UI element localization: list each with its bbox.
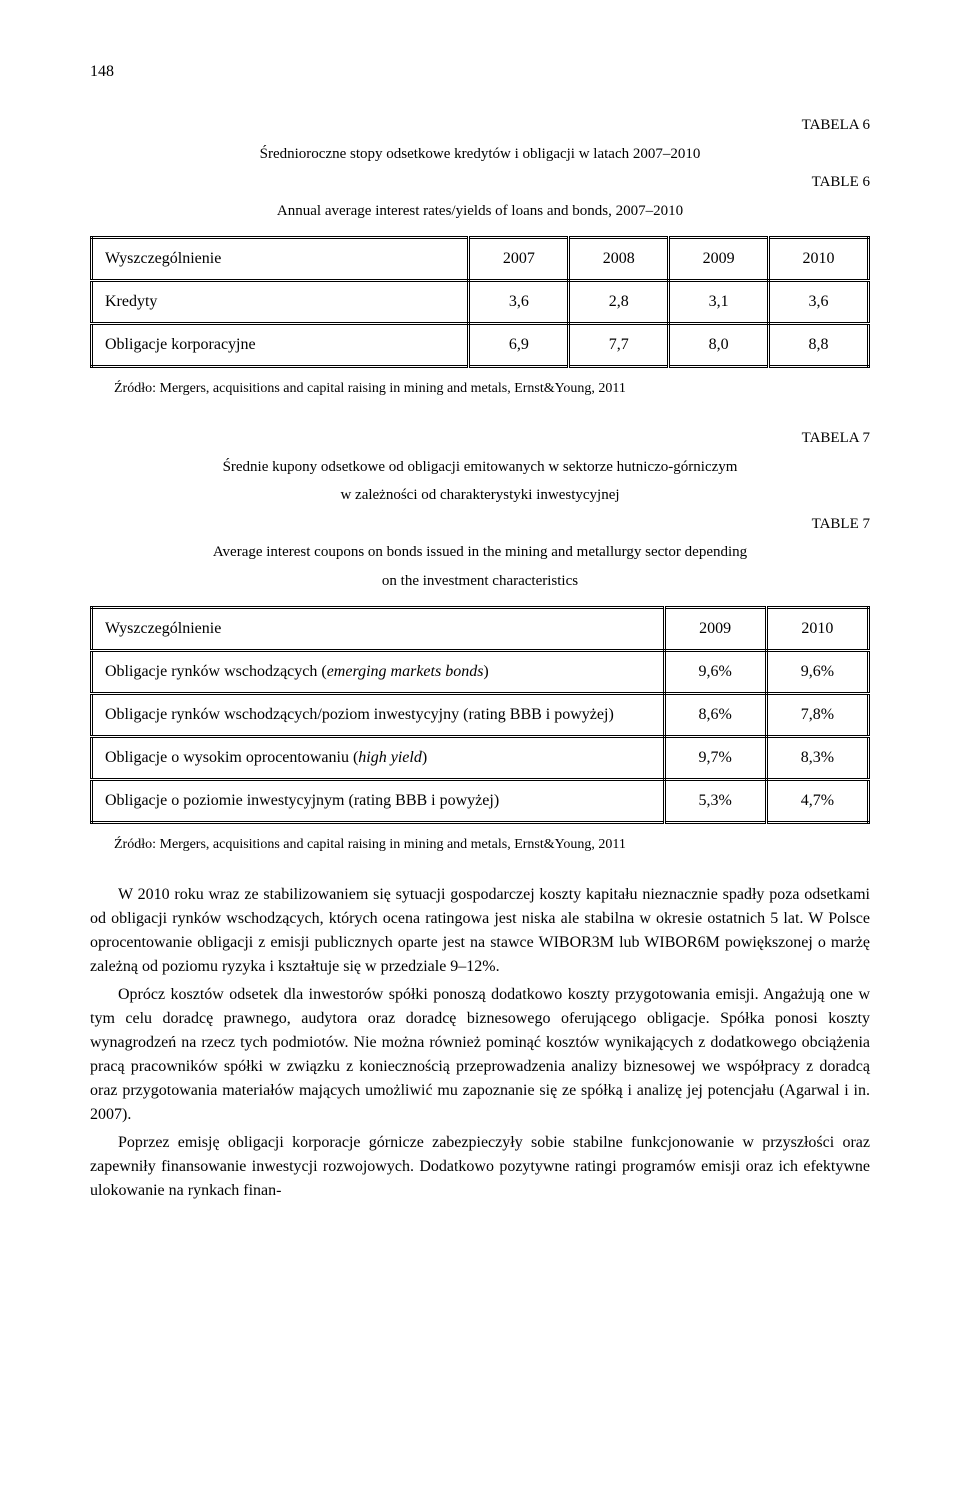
table6-cell: 2,8	[569, 281, 669, 324]
table7-cell: Obligacje o wysokim oprocentowaniu (high…	[92, 737, 665, 780]
table6-header-1: 2007	[469, 238, 569, 281]
table6-cell: 3,1	[669, 281, 769, 324]
table7-caption-en-l2: on the investment characteristics	[90, 570, 870, 593]
table6-cell: 7,7	[569, 324, 669, 367]
table6-cell: 8,0	[669, 324, 769, 367]
table6-header-4: 2010	[769, 238, 869, 281]
table7-header-1: 2009	[664, 608, 766, 651]
table6-cell: 8,8	[769, 324, 869, 367]
table7-header-0: Wyszczególnienie	[92, 608, 665, 651]
table6-label-en: TABLE 6	[90, 171, 870, 194]
body-text: W 2010 roku wraz ze stabilizowaniem się …	[90, 883, 870, 1203]
table6-caption-en: Annual average interest rates/yields of …	[90, 200, 870, 223]
table6-label-pl: TABELA 6	[90, 114, 870, 137]
table7-cell: 7,8%	[766, 694, 868, 737]
table-row: Wyszczególnienie 2007 2008 2009 2010	[92, 238, 869, 281]
table7-cell: 8,3%	[766, 737, 868, 780]
table7-cell: 9,6%	[664, 651, 766, 694]
table-row: Wyszczególnienie 2009 2010	[92, 608, 869, 651]
table6-header-2: 2008	[569, 238, 669, 281]
table7-cell: 5,3%	[664, 780, 766, 823]
table-row: Obligacje korporacyjne 6,9 7,7 8,0 8,8	[92, 324, 869, 367]
table-row: Kredyty 3,6 2,8 3,1 3,6	[92, 281, 869, 324]
table6-cell: 6,9	[469, 324, 569, 367]
table7-cell: 4,7%	[766, 780, 868, 823]
table6-header-3: 2009	[669, 238, 769, 281]
page-number: 148	[90, 60, 870, 84]
paragraph: W 2010 roku wraz ze stabilizowaniem się …	[90, 883, 870, 979]
table7-label-en: TABLE 7	[90, 513, 870, 536]
table7-cell: 8,6%	[664, 694, 766, 737]
table7-cell: 9,6%	[766, 651, 868, 694]
table-row: Obligacje rynków wschodzących/poziom inw…	[92, 694, 869, 737]
table6-source: Źródło: Mergers, acquisitions and capita…	[90, 378, 870, 399]
table-row: Obligacje o wysokim oprocentowaniu (high…	[92, 737, 869, 780]
table7-cell: Obligacje o poziomie inwestycyjnym (rati…	[92, 780, 665, 823]
table7-cell: Obligacje rynków wschodzących (emerging …	[92, 651, 665, 694]
table6-header-0: Wyszczególnienie	[92, 238, 469, 281]
table7-label-pl: TABELA 7	[90, 427, 870, 450]
paragraph: Oprócz kosztów odsetek dla inwestorów sp…	[90, 983, 870, 1127]
table-row: Obligacje rynków wschodzących (emerging …	[92, 651, 869, 694]
table7-source: Źródło: Mergers, acquisitions and capita…	[90, 834, 870, 855]
table6-cell: Obligacje korporacyjne	[92, 324, 469, 367]
table7-caption-pl-l2: w zależności od charakterystyki inwestyc…	[90, 484, 870, 507]
table-row: Obligacje o poziomie inwestycyjnym (rati…	[92, 780, 869, 823]
table7-cell: Obligacje rynków wschodzących/poziom inw…	[92, 694, 665, 737]
table7-header-2: 2010	[766, 608, 868, 651]
table6-cell: 3,6	[769, 281, 869, 324]
table7: Wyszczególnienie 2009 2010 Obligacje ryn…	[90, 606, 870, 824]
table6-cell: 3,6	[469, 281, 569, 324]
table6-caption-pl: Średnioroczne stopy odsetkowe kredytów i…	[90, 143, 870, 166]
table7-caption-pl-l1: Średnie kupony odsetkowe od obligacji em…	[90, 456, 870, 479]
table6-cell: Kredyty	[92, 281, 469, 324]
table6: Wyszczególnienie 2007 2008 2009 2010 Kre…	[90, 236, 870, 368]
table7-cell: 9,7%	[664, 737, 766, 780]
table7-caption-en-l1: Average interest coupons on bonds issued…	[90, 541, 870, 564]
paragraph: Poprzez emisję obligacji korporacje górn…	[90, 1131, 870, 1203]
